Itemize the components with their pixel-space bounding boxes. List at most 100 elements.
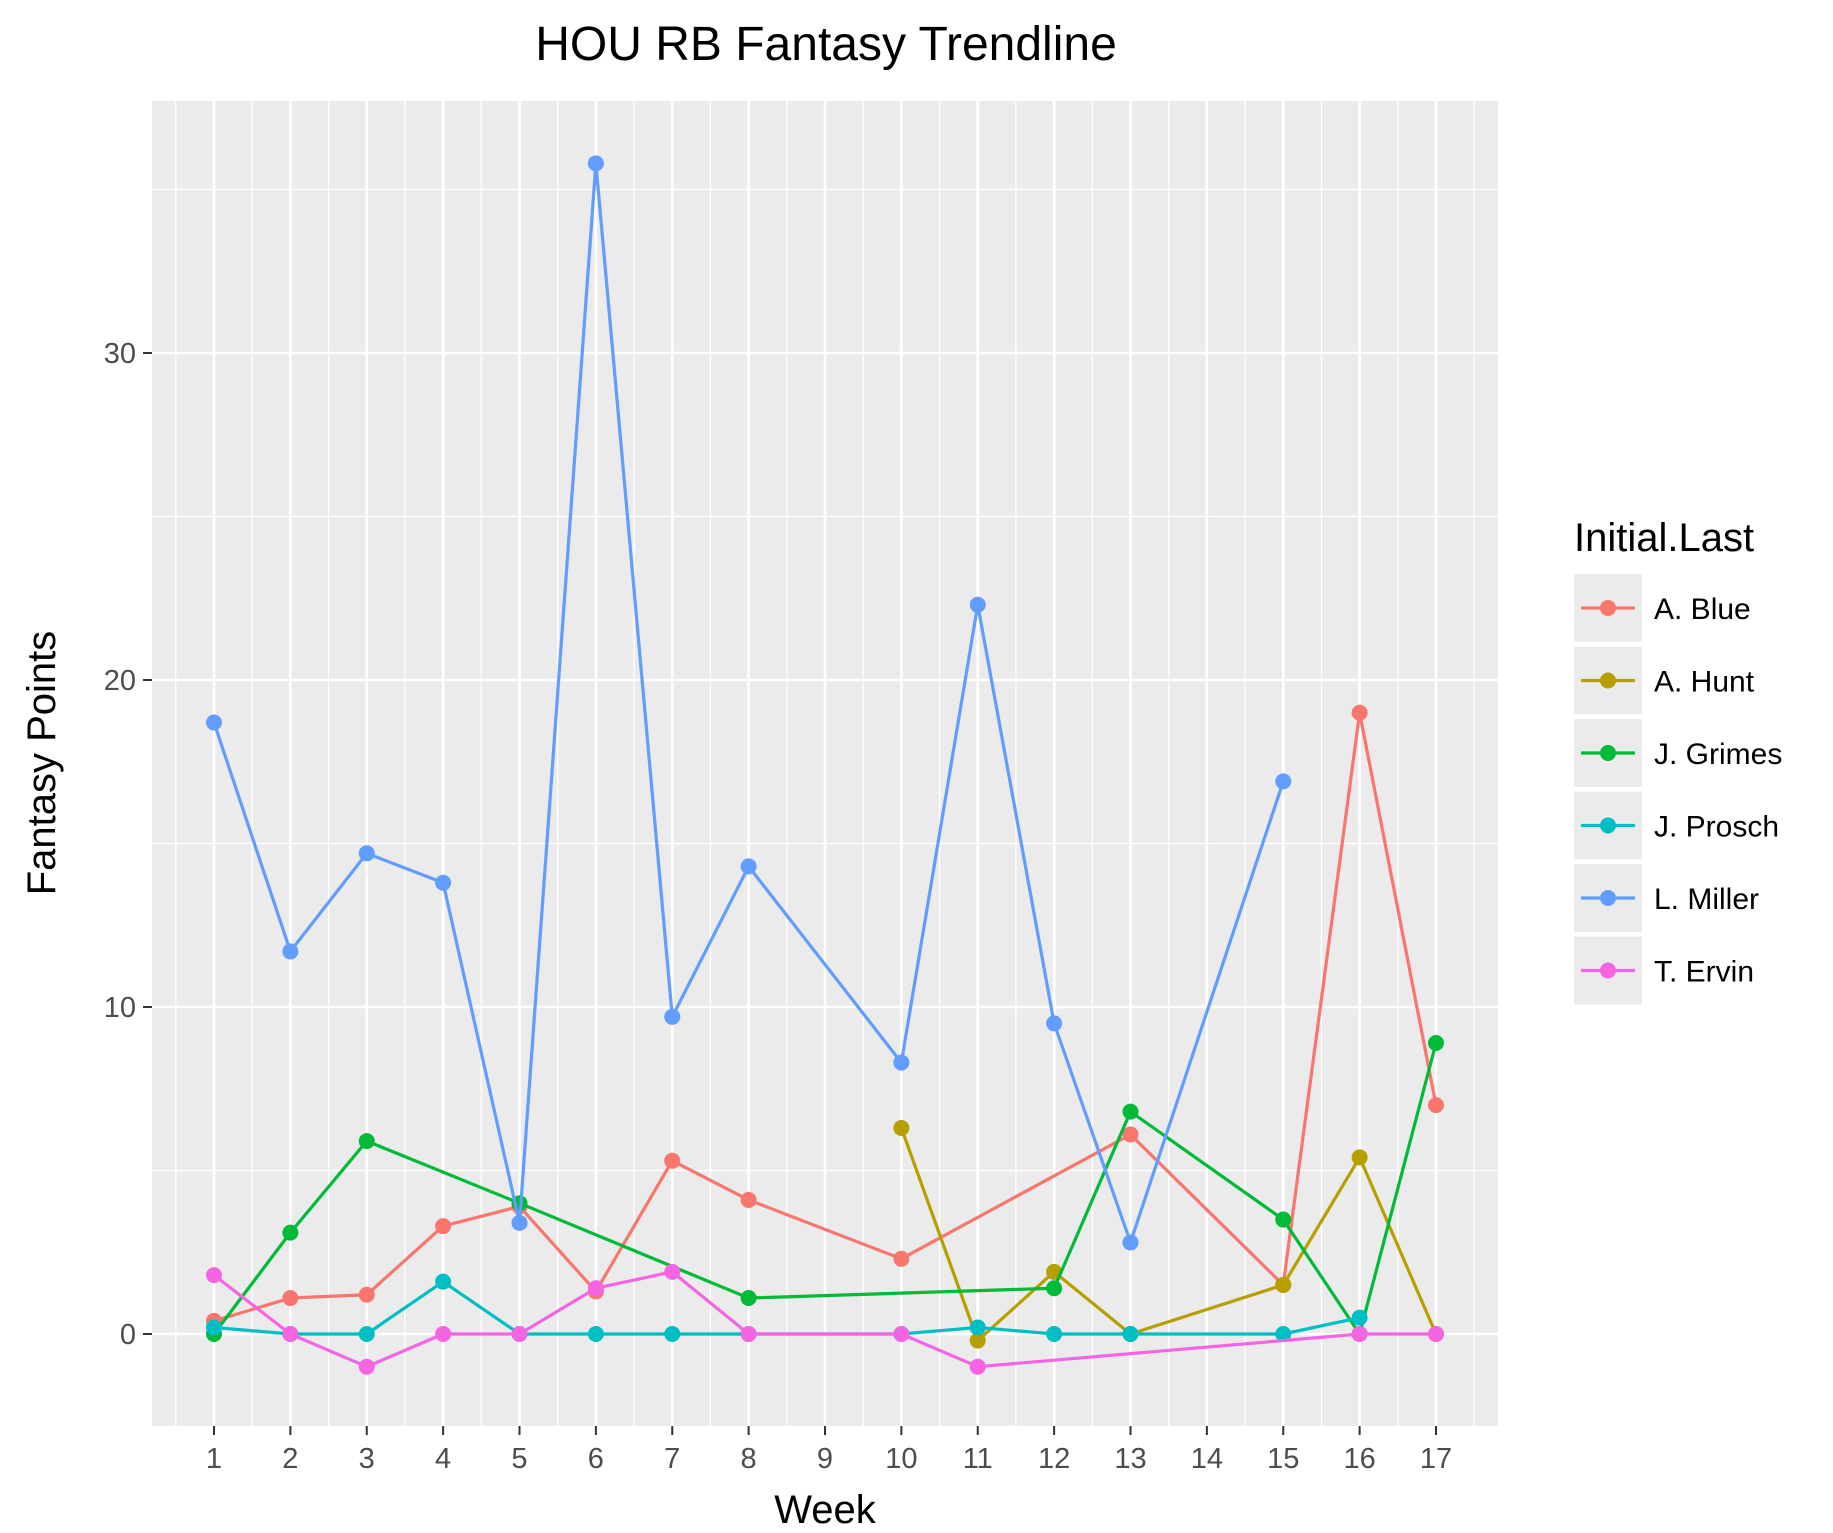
data-point: [664, 1326, 681, 1342]
data-point: [893, 1250, 910, 1267]
data-point: [969, 596, 986, 613]
data-point: [1275, 1276, 1292, 1293]
x-tick-label: 5: [511, 1443, 527, 1475]
data-point: [435, 1273, 452, 1290]
series-lines: [206, 155, 1444, 1375]
data-point: [435, 1326, 452, 1342]
x-tick-label: 10: [885, 1443, 917, 1475]
data-point: [1122, 1126, 1139, 1143]
data-point: [740, 1191, 757, 1208]
legend-label: L. Miller: [1654, 883, 1759, 916]
data-point: [206, 714, 222, 731]
data-point: [1351, 1326, 1368, 1342]
y-tick-label: 30: [104, 338, 136, 370]
legend-item: T. Ervin: [1574, 936, 1754, 1005]
series-line: [213, 1280, 1360, 1336]
series-l-miller: [206, 155, 1292, 1251]
data-point: [664, 1263, 681, 1280]
data-point: [969, 1332, 986, 1349]
x-tick-label: 13: [1114, 1443, 1146, 1475]
data-point: [358, 845, 375, 862]
legend-item: L. Miller: [1574, 864, 1759, 932]
legend-label: A. Blue: [1654, 593, 1751, 626]
legend-key-point: [1600, 817, 1616, 834]
legend-title: Initial.Last: [1574, 516, 1754, 560]
data-point: [969, 1319, 986, 1336]
legend-item: J. Prosch: [1574, 791, 1779, 860]
x-tick-label: 2: [282, 1443, 298, 1475]
series-t-ervin: [206, 1263, 1444, 1375]
data-point: [893, 1326, 910, 1342]
legend-key-point: [1600, 890, 1616, 906]
series-line: [212, 1042, 1438, 1336]
data-point: [969, 1358, 986, 1375]
data-point: [664, 1008, 681, 1025]
data-point: [511, 1214, 528, 1231]
data-point: [587, 1326, 604, 1342]
legend-key-point: [1600, 962, 1616, 979]
data-point: [740, 1290, 757, 1307]
data-point: [282, 1326, 299, 1342]
legend-label: J. Grimes: [1654, 738, 1782, 771]
data-point: [435, 1218, 452, 1235]
legend-label: J. Prosch: [1654, 811, 1779, 844]
legend-label: T. Ervin: [1654, 956, 1754, 989]
legend-label: A. Hunt: [1654, 666, 1755, 699]
x-tick-label: 16: [1343, 1443, 1375, 1475]
data-point: [1275, 1326, 1292, 1342]
x-tick-label: 4: [435, 1443, 451, 1475]
data-point: [358, 1358, 375, 1375]
chart-title: HOU RB Fantasy Trendline: [535, 18, 1117, 71]
data-point: [358, 1133, 375, 1150]
legend-key-point: [1600, 745, 1616, 761]
legend-key-point: [1600, 672, 1616, 689]
data-point: [1122, 1103, 1139, 1120]
data-point: [358, 1326, 375, 1342]
data-point: [587, 155, 604, 172]
data-point: [893, 1119, 910, 1136]
x-tick-label: 7: [664, 1443, 680, 1475]
data-point: [1428, 1097, 1444, 1114]
data-point: [1428, 1326, 1444, 1342]
x-tick-label: 8: [741, 1443, 757, 1475]
y-tick-label: 0: [120, 1319, 136, 1351]
x-tick-label: 9: [817, 1443, 833, 1475]
gridlines: [152, 101, 1498, 1426]
y-axis-title: Fantasy Points: [20, 631, 64, 896]
y-tick-label: 20: [104, 665, 136, 697]
data-point: [1428, 1034, 1444, 1051]
x-tick-label: 3: [359, 1443, 375, 1475]
data-point: [1046, 1280, 1063, 1297]
data-point: [1046, 1015, 1063, 1032]
data-point: [206, 1267, 222, 1284]
data-point: [1122, 1234, 1139, 1251]
legend: Initial.Last A. Blue A. Hunt J. Grimes J. P…: [1574, 516, 1782, 1005]
data-point: [1046, 1326, 1063, 1342]
data-point: [1275, 1211, 1292, 1228]
x-tick-label: 12: [1038, 1443, 1070, 1475]
x-tick-label: 6: [588, 1443, 604, 1475]
x-axis-title: Week: [774, 1488, 877, 1532]
data-point: [587, 1280, 604, 1297]
series-line: [213, 1270, 1436, 1369]
x-tick-label: 1: [206, 1443, 222, 1475]
data-point: [893, 1054, 910, 1071]
legend-key-point: [1600, 600, 1616, 616]
data-point: [435, 874, 452, 891]
data-point: [206, 1319, 222, 1336]
data-point: [740, 1326, 757, 1342]
data-point: [740, 858, 757, 875]
legend-item: A. Blue: [1574, 574, 1751, 642]
x-tick-label: 14: [1191, 1443, 1223, 1475]
y-tick-label: 10: [104, 992, 136, 1024]
data-point: [1351, 704, 1368, 721]
data-point: [1351, 1149, 1368, 1166]
data-point: [664, 1152, 681, 1169]
data-point: [511, 1326, 528, 1342]
data-point: [282, 943, 299, 960]
legend-item: A. Hunt: [1574, 646, 1755, 715]
data-point: [282, 1290, 299, 1307]
x-tick-label: 11: [963, 1443, 993, 1475]
